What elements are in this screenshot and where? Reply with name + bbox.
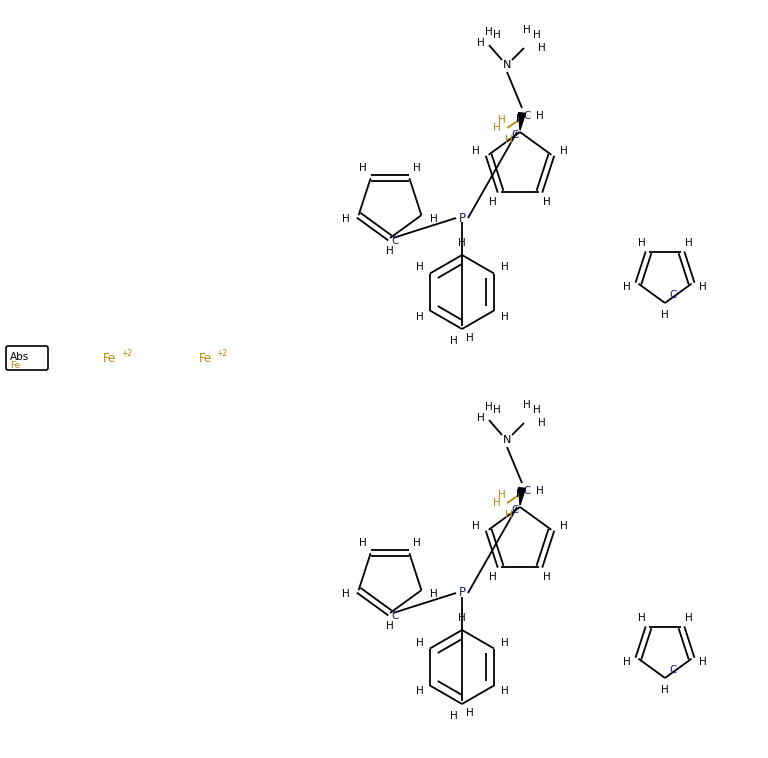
Text: H: H — [386, 621, 394, 631]
Text: H: H — [699, 283, 707, 293]
Text: H: H — [637, 238, 645, 248]
Text: N: N — [503, 60, 511, 70]
Text: H: H — [466, 708, 474, 718]
Text: Fe: Fe — [10, 361, 20, 370]
Text: H: H — [501, 312, 508, 321]
Text: Fe: Fe — [104, 352, 117, 365]
Text: H: H — [543, 572, 551, 582]
Text: H: H — [493, 405, 501, 415]
Polygon shape — [518, 113, 525, 130]
Polygon shape — [518, 487, 525, 505]
Text: H: H — [533, 30, 541, 40]
Text: H: H — [458, 238, 466, 248]
Text: H: H — [661, 310, 669, 320]
Text: H: H — [458, 613, 466, 623]
Text: H: H — [413, 537, 421, 548]
Text: H: H — [501, 637, 508, 647]
Text: H: H — [413, 163, 421, 173]
Text: C: C — [670, 290, 677, 300]
Text: H: H — [623, 283, 631, 293]
Text: H: H — [466, 333, 474, 343]
Text: C: C — [670, 665, 677, 675]
Text: H: H — [699, 657, 707, 667]
Text: H: H — [493, 30, 501, 40]
Text: H: H — [516, 114, 524, 124]
Text: H: H — [430, 589, 438, 600]
Text: H: H — [543, 197, 551, 207]
Text: C: C — [511, 505, 518, 515]
Text: H: H — [359, 163, 367, 173]
Text: H: H — [501, 687, 508, 697]
Text: N: N — [503, 435, 511, 445]
Text: +2: +2 — [121, 349, 132, 358]
FancyBboxPatch shape — [6, 346, 48, 370]
Text: C: C — [511, 130, 518, 140]
Text: H: H — [684, 612, 693, 622]
Text: H: H — [684, 238, 693, 248]
Text: H: H — [489, 572, 497, 582]
Text: P: P — [458, 211, 465, 224]
Text: H: H — [493, 123, 501, 133]
Text: H: H — [386, 246, 394, 256]
Text: H: H — [359, 537, 367, 548]
Text: H: H — [498, 115, 506, 125]
Text: C: C — [392, 236, 399, 246]
Text: H: H — [472, 521, 480, 531]
Text: H: H — [538, 418, 546, 428]
Text: H: H — [536, 111, 544, 121]
Text: H: H — [560, 521, 568, 531]
Text: Fe: Fe — [198, 352, 212, 365]
Text: H: H — [472, 146, 480, 156]
Text: H: H — [623, 657, 631, 667]
Text: H: H — [415, 312, 423, 321]
Text: H: H — [477, 38, 485, 48]
Text: H: H — [485, 27, 493, 37]
Text: +2: +2 — [216, 349, 227, 358]
Text: H: H — [498, 490, 506, 500]
Text: H: H — [516, 489, 524, 499]
Text: H: H — [523, 25, 531, 35]
Text: H: H — [560, 146, 568, 156]
Text: H: H — [637, 612, 645, 622]
Text: H: H — [536, 486, 544, 496]
Text: H: H — [505, 510, 513, 520]
Text: P: P — [458, 587, 465, 600]
Text: H: H — [661, 685, 669, 695]
Text: H: H — [493, 498, 501, 508]
Text: H: H — [489, 197, 497, 207]
Text: H: H — [415, 687, 423, 697]
Text: H: H — [450, 711, 458, 721]
Text: H: H — [343, 589, 350, 600]
Text: H: H — [533, 405, 541, 415]
Text: H: H — [430, 215, 438, 224]
Text: H: H — [415, 637, 423, 647]
Text: H: H — [415, 262, 423, 272]
Text: H: H — [450, 336, 458, 346]
Text: H: H — [343, 215, 350, 224]
Text: C: C — [392, 611, 399, 621]
Text: H: H — [485, 402, 493, 412]
Text: Abs: Abs — [10, 352, 29, 362]
Text: H: H — [538, 43, 546, 53]
Text: H: H — [523, 400, 531, 410]
Text: H: H — [505, 135, 513, 145]
Text: C: C — [523, 486, 531, 496]
Text: C: C — [523, 111, 531, 121]
Text: H: H — [477, 413, 485, 423]
Text: H: H — [501, 262, 508, 272]
